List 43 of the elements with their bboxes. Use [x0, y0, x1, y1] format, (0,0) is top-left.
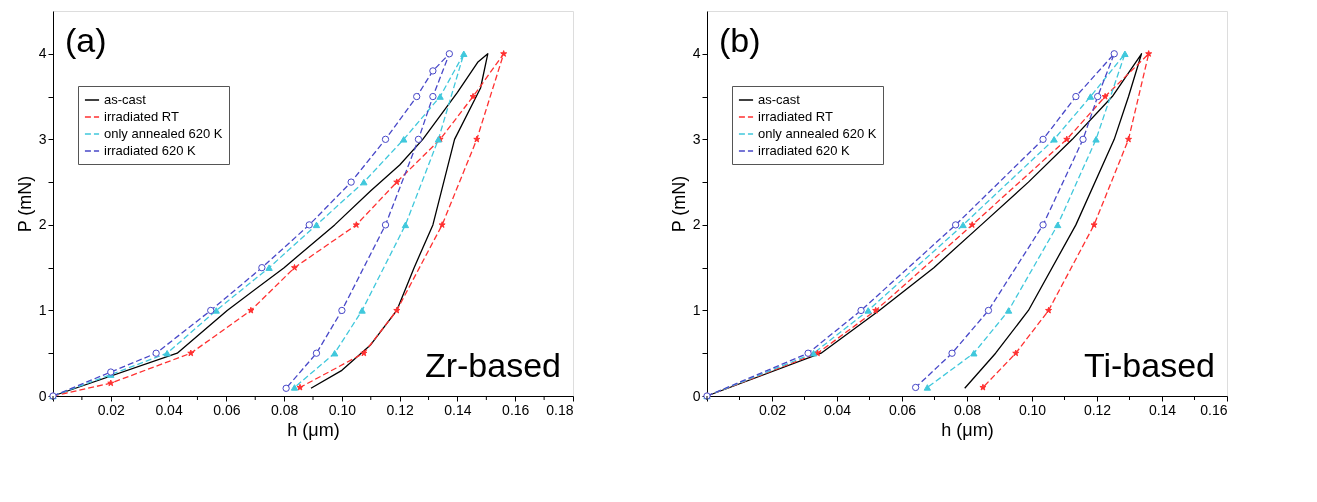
y-tick-label: 1	[38, 301, 47, 318]
legend-label: only annealed 620 K	[758, 126, 877, 141]
y-axis-title: P (mN)	[14, 175, 35, 233]
x-tick-label: 0.04	[823, 401, 852, 418]
legend-label: as-cast	[758, 92, 801, 107]
x-tick-label: 0.12	[386, 401, 414, 418]
x-tick-label: 0.06	[888, 401, 917, 418]
x-tick-label: 0.02	[97, 401, 126, 418]
y-tick-label: 2	[692, 216, 701, 233]
annotation: (a)	[65, 21, 107, 59]
x-axis-title: h (μm)	[287, 419, 340, 440]
legend-label: only annealed 620 K	[104, 126, 223, 141]
legend-label: irradiated 620 K	[104, 143, 197, 158]
annotation: Ti-based	[1083, 346, 1215, 384]
y-tick-label: 1	[692, 301, 701, 318]
legend-label: irradiated 620 K	[758, 143, 851, 158]
x-tick-label: 0.16	[1200, 401, 1228, 418]
y-tick-label: 4	[38, 45, 47, 62]
x-tick-label: 0.18	[546, 401, 574, 418]
x-tick-label: 0.06	[213, 401, 241, 418]
x-tick-label: 0.10	[328, 401, 357, 418]
y-axis-title: P (mN)	[668, 175, 689, 233]
x-tick-label: 0.16	[502, 401, 530, 418]
annotation: Zr-based	[424, 346, 561, 384]
x-tick-label: 0.08	[953, 401, 982, 418]
x-tick-label: 0.14	[444, 401, 472, 418]
x-tick-label: 0.02	[758, 401, 787, 418]
x-tick-label: 0.04	[155, 401, 183, 418]
x-tick-label: 0.10	[1018, 401, 1047, 418]
y-tick-label: 4	[692, 45, 701, 62]
y-tick-label: 0	[692, 387, 701, 404]
y-tick-label: 3	[38, 130, 47, 147]
x-axis-title: h (μm)	[941, 419, 994, 440]
x-tick-label: 0.08	[270, 401, 299, 418]
y-tick-label: 3	[692, 130, 701, 147]
legend-label: irradiated RT	[104, 109, 179, 124]
x-tick-label: 0.14	[1148, 401, 1177, 418]
annotation: (b)	[719, 21, 761, 59]
y-tick-label: 0	[38, 387, 47, 404]
legend-label: as-cast	[104, 92, 147, 107]
x-tick-label: 0.12	[1083, 401, 1112, 418]
y-tick-label: 2	[38, 216, 47, 233]
legend-label: irradiated RT	[758, 109, 833, 124]
